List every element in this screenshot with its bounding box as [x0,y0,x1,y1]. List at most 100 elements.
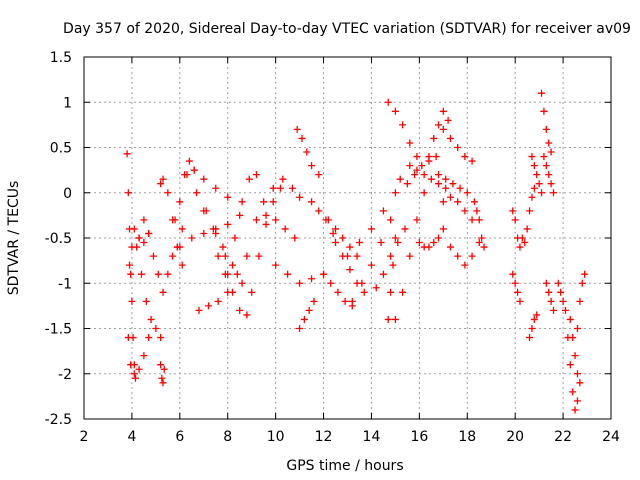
series-track-45 [526,311,541,342]
data-point [160,365,168,373]
data-point [521,239,529,247]
data-point [454,144,462,151]
data-point [435,121,443,129]
data-point [542,125,550,133]
data-point [463,189,471,197]
data-point [569,334,577,342]
x-tick-label: 4 [127,429,136,445]
series-track-51 [564,334,581,414]
data-point [262,211,270,219]
data-point [406,252,414,260]
data-point [473,207,481,215]
data-point [176,198,184,206]
data-point [243,311,251,319]
series-track-18 [252,211,299,242]
series-track-27 [344,189,399,260]
data-point [348,297,356,305]
data-point [224,193,232,201]
data-point [332,239,340,247]
data-point [387,216,395,224]
data-point [310,297,318,305]
data-point [229,288,237,296]
y-tick-label: 0.5 [50,141,72,157]
data-point [157,334,165,342]
data-point [248,288,256,296]
data-point [344,252,351,260]
data-point [308,198,316,206]
data-point [320,270,328,278]
data-point [516,297,524,305]
data-point [252,171,260,179]
data-point [341,297,349,305]
series-track-22 [296,297,318,332]
data-point [573,397,581,405]
data-point [581,270,589,278]
data-point [384,315,392,323]
data-point [571,406,579,414]
data-point [420,171,428,179]
data-points [123,89,589,414]
data-point [468,252,476,260]
data-point [538,189,546,197]
data-point [571,352,579,360]
data-point [557,288,565,296]
data-point [399,288,407,296]
data-point [288,184,296,192]
data-point [430,239,438,247]
series-track-24 [320,270,356,310]
data-point [540,107,548,115]
data-point [255,252,263,260]
data-point [439,225,447,233]
data-point [514,288,522,296]
data-point [269,184,277,192]
data-point [578,279,586,287]
data-point [123,150,131,158]
data-point [339,234,347,242]
data-point [200,175,208,183]
data-point [159,379,167,387]
series-track-32 [391,189,428,323]
data-point [391,315,399,323]
data-point [171,216,179,224]
data-point [130,225,138,233]
data-point [176,243,184,251]
x-tick-label: 14 [363,429,381,445]
data-point [545,288,553,296]
data-point [432,153,440,161]
data-point [188,234,196,242]
data-point [272,261,280,269]
data-point [561,306,569,314]
data-point [439,198,447,206]
data-point [468,157,476,165]
data-point [200,229,208,237]
data-point [169,252,177,260]
data-point [332,225,340,233]
series-track-34 [406,162,450,192]
data-point [559,297,567,305]
data-point [530,315,538,323]
data-point [214,297,222,305]
chart-title: Day 357 of 2020, Sidereal Day-to-day VTE… [63,21,631,37]
data-point [470,198,478,206]
data-point [461,261,469,269]
data-point [305,306,313,314]
data-point [152,325,160,332]
series-track-37 [439,125,476,165]
data-point [300,315,308,323]
data-point [127,361,135,369]
data-point [439,107,447,115]
series-track-28 [348,216,395,305]
x-tick-label: 12 [315,429,333,445]
y-tick-label: 1.5 [50,50,72,66]
data-point [229,261,237,269]
data-point [569,388,577,396]
data-point [566,315,574,323]
series-track-10 [176,211,244,251]
data-point [159,175,167,183]
series-track-23 [308,198,337,237]
data-point [547,180,555,188]
data-point [260,198,268,206]
data-point [367,225,375,233]
data-point [509,270,517,278]
series-track-39 [439,193,476,224]
